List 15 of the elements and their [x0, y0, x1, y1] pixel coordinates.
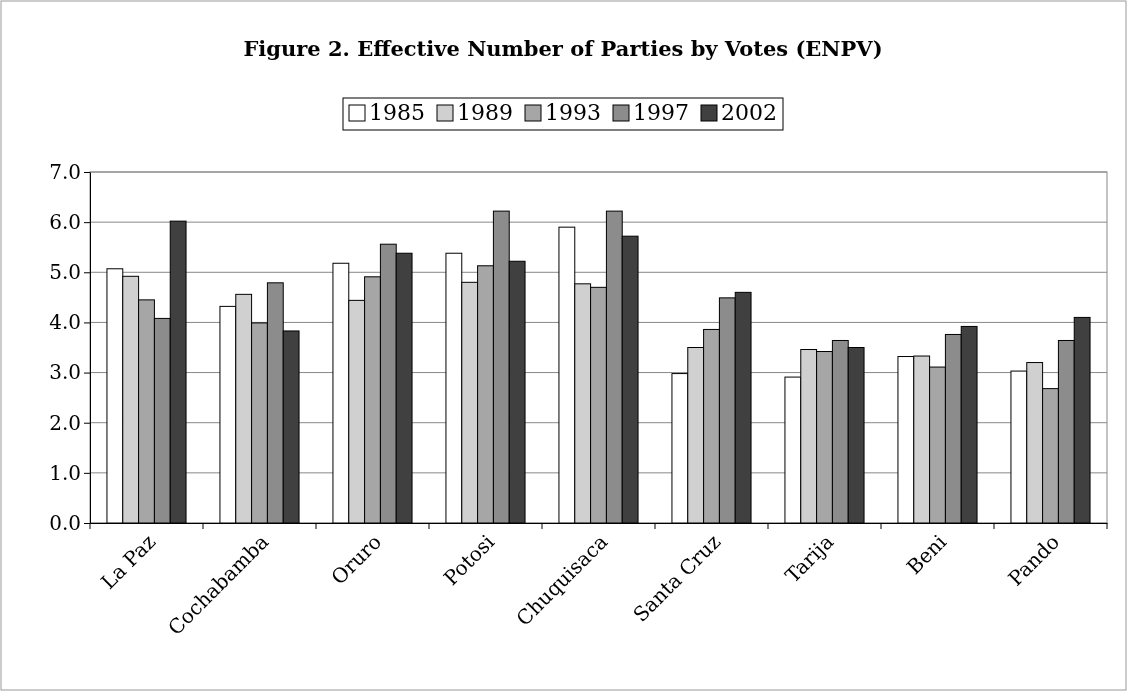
chart-title: Figure 2. Effective Number of Parties by Votes (ENPV): [243, 36, 883, 61]
y-tick-label: 4.0: [49, 310, 81, 335]
y-tick-label: 3.0: [49, 360, 81, 385]
legend-label: 1993: [545, 100, 601, 125]
y-tick-label: 2.0: [49, 410, 81, 435]
legend-label: 1985: [369, 100, 425, 125]
legend-label: 2002: [721, 100, 777, 125]
legend-label: 1997: [633, 100, 689, 125]
legend-label: 1989: [457, 100, 513, 125]
y-tick-label: 7.0: [49, 159, 81, 184]
y-tick-label: 6.0: [49, 210, 81, 235]
y-tick-label: 5.0: [49, 260, 81, 285]
x-tick-label: La Paz: [96, 529, 161, 594]
y-tick-label: 0.0: [49, 510, 81, 535]
y-tick-label: 1.0: [49, 460, 81, 485]
